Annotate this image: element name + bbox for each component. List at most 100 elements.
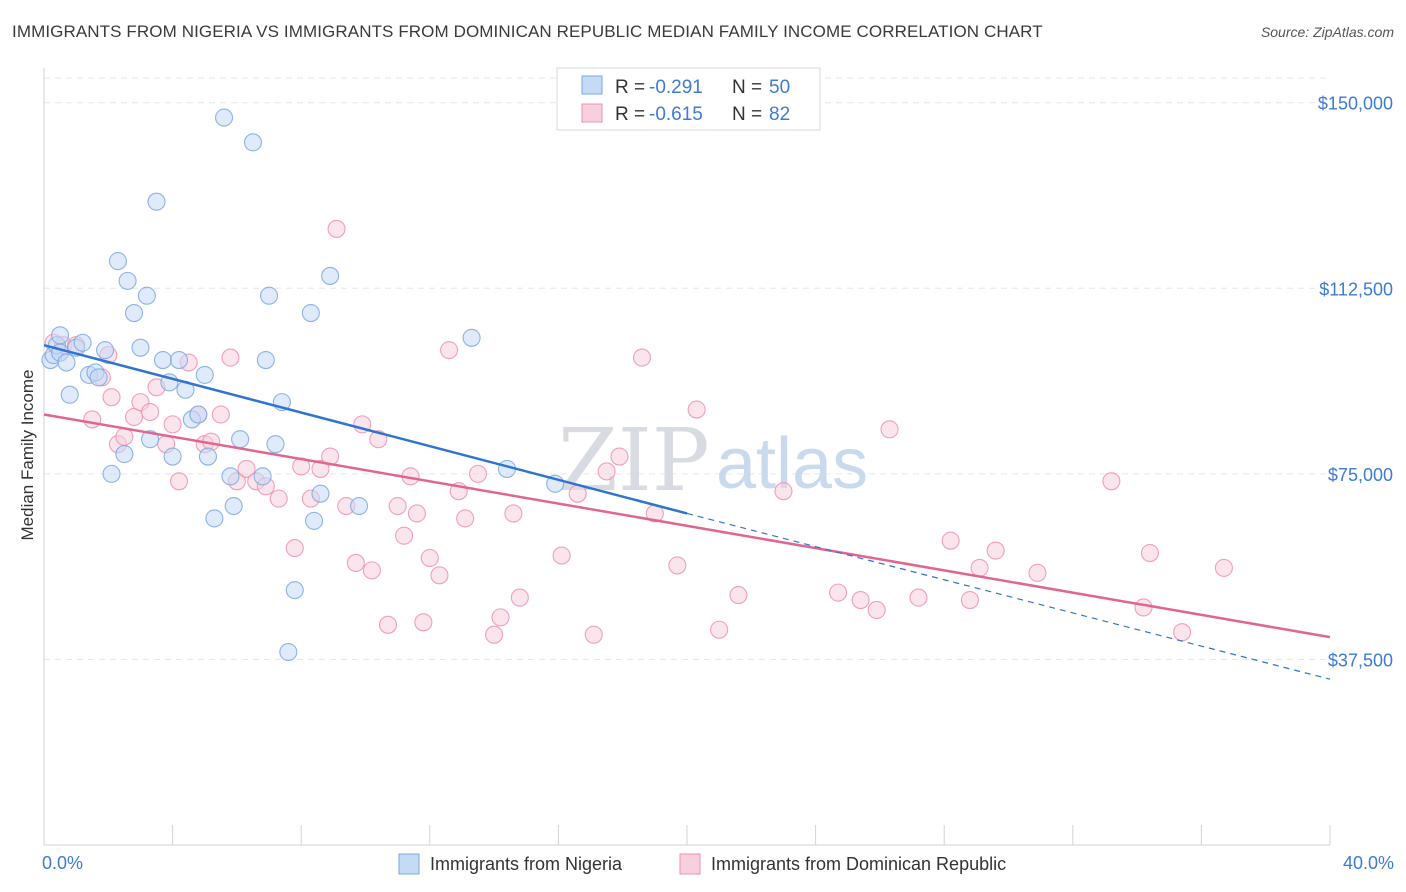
nigeria-point <box>108 252 127 271</box>
trendline-nigeria-extension <box>686 512 1331 680</box>
dominican-point <box>829 583 848 602</box>
nigeria-point <box>57 353 76 372</box>
nigeria-point <box>221 467 240 486</box>
stats-n-value-dominican: 82 <box>769 104 790 125</box>
dominican-point <box>1102 472 1121 491</box>
dominican-point <box>327 219 346 238</box>
dominican-point <box>395 526 414 545</box>
y-tick-label: $150,000 <box>1318 94 1393 114</box>
stats-r-label-dominican: R = <box>615 104 645 125</box>
nigeria-point <box>118 271 137 290</box>
nigeria-point <box>305 511 324 530</box>
dominican-point <box>1140 543 1160 563</box>
nigeria-point <box>321 266 340 285</box>
stats-n-value-nigeria: 50 <box>769 77 790 98</box>
dominican-point <box>552 546 571 565</box>
dominican-point <box>610 447 629 466</box>
nigeria-point <box>163 447 182 466</box>
dominican-point <box>632 348 652 367</box>
watermark: ZIP atlas <box>558 411 868 511</box>
legend: Immigrants from Nigeria Immigrants from … <box>398 853 1006 875</box>
nigeria-point <box>285 581 304 600</box>
dominican-point <box>668 556 687 575</box>
nigeria-point <box>115 445 134 464</box>
x-tick-label-min: 0.0% <box>42 853 83 873</box>
x-tick-label-max: 40.0% <box>1343 853 1394 873</box>
nigeria-point <box>224 496 243 516</box>
dominican-point <box>237 459 256 478</box>
y-tick-label: $37,500 <box>1328 650 1393 670</box>
axes <box>43 68 1331 846</box>
dominican-point <box>83 410 102 429</box>
nigeria-point <box>137 286 156 305</box>
nigeria-point <box>301 303 320 323</box>
dominican-point <box>102 388 121 407</box>
nigeria-point <box>195 365 214 384</box>
nigeria-point <box>266 435 285 454</box>
dominican-point <box>221 348 240 367</box>
dominican-point <box>169 472 189 491</box>
nigeria-point <box>279 642 298 662</box>
dominican-point <box>867 600 886 620</box>
nigeria-point <box>350 496 369 516</box>
dominican-point <box>440 341 459 360</box>
dominican-point <box>378 615 398 634</box>
dominican-point <box>1214 558 1233 577</box>
chart-title: IMMIGRANTS FROM NIGERIA VS IMMIGRANTS FR… <box>12 22 1043 41</box>
dominican-point <box>710 620 729 639</box>
nigeria-points <box>41 108 565 662</box>
legend-label-nigeria: Immigrants from Nigeria <box>430 854 623 874</box>
nigeria-point <box>153 351 173 370</box>
stats-box: R = -0.291 N = 50 R = -0.615 N = 82 <box>556 67 821 131</box>
dominican-point <box>485 625 504 644</box>
dominican-point <box>986 541 1005 560</box>
nigeria-point <box>214 108 234 127</box>
dominican-point <box>504 504 523 523</box>
gridlines <box>44 77 1330 660</box>
dominican-point <box>211 405 230 424</box>
dominican-point <box>774 482 793 501</box>
nigeria-point <box>253 467 272 486</box>
dominican-point <box>880 420 899 439</box>
nigeria-point <box>51 326 70 345</box>
nigeria-point <box>311 484 330 503</box>
stats-r-label-nigeria: R = <box>615 77 645 98</box>
dominican-point <box>269 489 288 508</box>
dominican-point <box>1134 598 1153 617</box>
trendline-nigeria <box>43 344 688 515</box>
dominican-point <box>584 625 603 644</box>
trendline-dominican <box>43 413 1331 639</box>
source-credit: Source: ZipAtlas.com <box>1260 24 1394 40</box>
dominican-point <box>362 561 381 580</box>
dominican-point <box>960 591 979 610</box>
stats-n-label-nigeria: N = <box>732 77 762 98</box>
dominican-point <box>456 509 475 528</box>
dominican-point <box>141 402 160 422</box>
dominican-point <box>468 464 488 483</box>
dominican-point <box>420 548 439 568</box>
nigeria-point <box>243 133 263 152</box>
legend-label-dominican: Immigrants from Dominican Republic <box>711 854 1006 874</box>
dominican-point <box>285 539 304 558</box>
dominican-point <box>597 462 616 481</box>
dominican-point <box>1028 563 1047 582</box>
y-axis-title: Median Family Income <box>18 369 37 540</box>
nigeria-point <box>231 430 250 449</box>
nigeria-point <box>131 338 150 357</box>
nigeria-point <box>96 341 115 360</box>
dominican-point <box>510 588 529 607</box>
dominican-point <box>407 504 426 523</box>
dominican-point <box>311 459 330 478</box>
legend-swatch-nigeria <box>398 853 420 875</box>
nigeria-point <box>73 333 92 352</box>
nigeria-point <box>169 351 189 370</box>
stats-r-value-dominican: -0.615 <box>649 104 703 125</box>
nigeria-point <box>102 464 121 483</box>
dominican-point <box>687 400 706 419</box>
dominican-point <box>430 566 449 585</box>
y-tick-labels: $37,500 $75,000 $112,500 $150,000 <box>1318 94 1393 671</box>
nigeria-point <box>124 303 144 323</box>
nigeria-point <box>147 192 166 211</box>
dominican-point <box>346 553 365 572</box>
